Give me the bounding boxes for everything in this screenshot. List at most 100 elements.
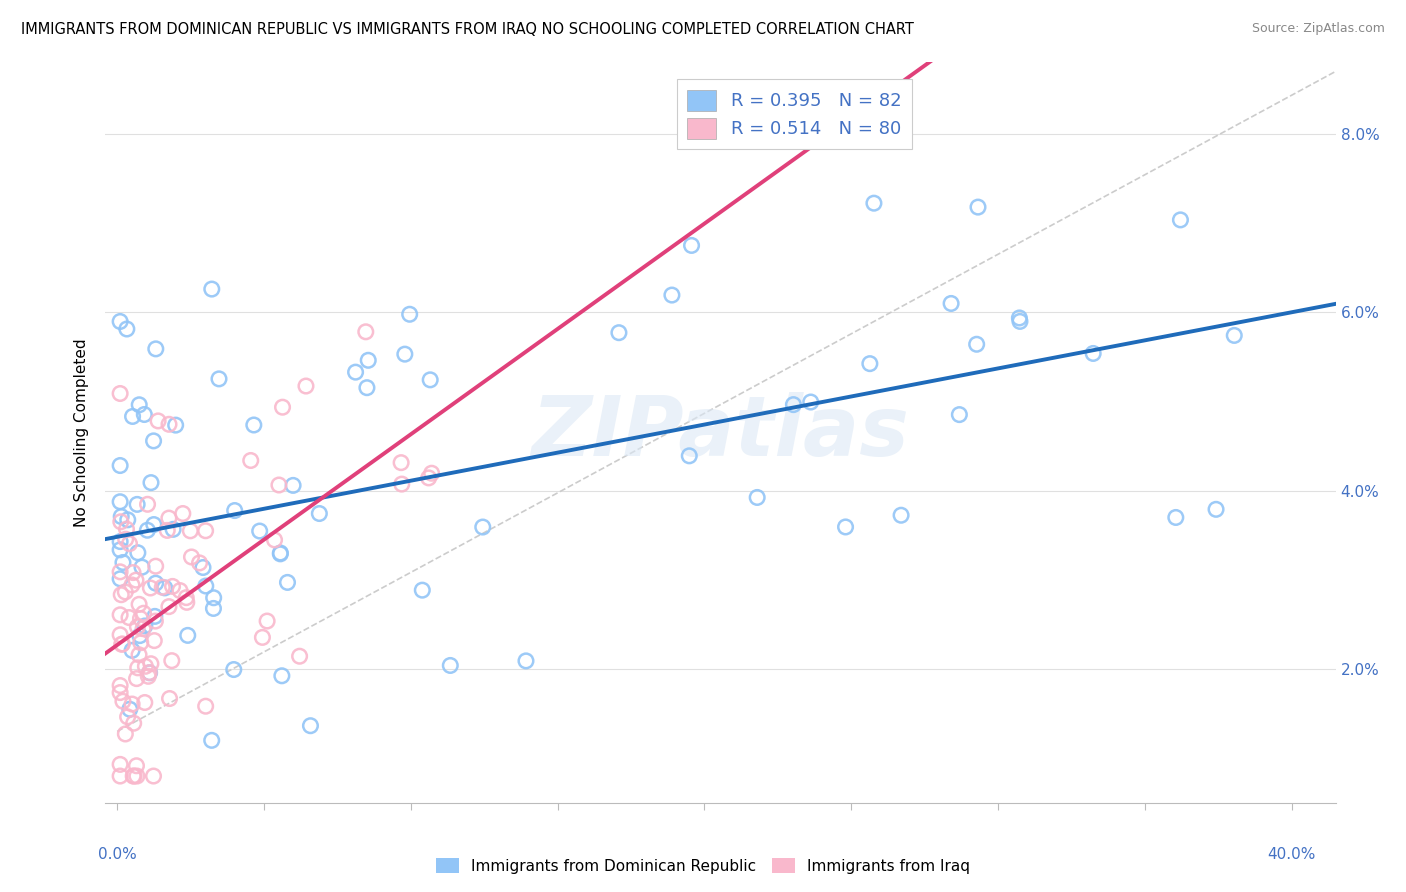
Point [118, 537, 141, 551]
Point [172, 507, 194, 521]
Point [114, 533, 136, 547]
Point [177, 628, 200, 642]
Point [747, 491, 769, 505]
Point [142, 517, 165, 532]
Point [249, 524, 271, 538]
Point [146, 414, 169, 428]
Point [356, 381, 378, 395]
Point [108, 494, 131, 508]
Point [128, 398, 150, 412]
Point [239, 453, 262, 467]
Point [157, 511, 180, 525]
Point [115, 322, 138, 336]
Point [834, 520, 856, 534]
Point [128, 597, 150, 611]
Point [117, 710, 139, 724]
Point [201, 733, 224, 747]
Point [1008, 314, 1031, 328]
Point [132, 606, 155, 620]
Point [389, 456, 412, 470]
Point [276, 575, 298, 590]
Point [122, 769, 145, 783]
Point [391, 477, 413, 491]
Point [188, 556, 211, 570]
Point [111, 637, 134, 651]
Point [111, 556, 134, 570]
Point [398, 307, 420, 321]
Point [121, 643, 143, 657]
Point [411, 583, 433, 598]
Point [271, 401, 294, 415]
Point [357, 353, 380, 368]
Point [108, 757, 131, 772]
Legend: Immigrants from Dominican Republic, Immigrants from Iraq: Immigrants from Dominican Republic, Immi… [430, 852, 976, 880]
Point [678, 449, 700, 463]
Point [145, 576, 167, 591]
Point [681, 238, 703, 252]
Point [224, 503, 246, 517]
Point [515, 654, 537, 668]
Point [1205, 502, 1227, 516]
Point [295, 379, 318, 393]
Point [108, 314, 131, 328]
Point [418, 471, 440, 485]
Point [108, 542, 131, 557]
Point [966, 337, 988, 351]
Point [194, 579, 217, 593]
Point [1008, 310, 1031, 325]
Point [138, 665, 160, 680]
Point [439, 658, 461, 673]
Point [419, 373, 441, 387]
Point [607, 326, 630, 340]
Point [127, 620, 149, 634]
Point [118, 702, 141, 716]
Point [948, 408, 970, 422]
Point [267, 478, 290, 492]
Point [127, 546, 149, 560]
Text: IMMIGRANTS FROM DOMINICAN REPUBLIC VS IMMIGRANTS FROM IRAQ NO SCHOOLING COMPLETE: IMMIGRANTS FROM DOMINICAN REPUBLIC VS IM… [21, 22, 914, 37]
Point [132, 622, 155, 636]
Point [288, 649, 311, 664]
Point [269, 547, 291, 561]
Point [354, 325, 377, 339]
Point [208, 372, 231, 386]
Point [252, 631, 274, 645]
Point [1164, 510, 1187, 524]
Point [145, 342, 167, 356]
Point [162, 522, 184, 536]
Point [263, 533, 285, 547]
Point [125, 672, 148, 686]
Point [174, 591, 197, 605]
Point [308, 507, 330, 521]
Point [180, 549, 202, 564]
Point [194, 699, 217, 714]
Point [128, 629, 150, 643]
Point [108, 685, 131, 699]
Point [1083, 346, 1105, 360]
Point [150, 580, 173, 594]
Point [136, 497, 159, 511]
Point [420, 467, 443, 481]
Point [270, 669, 292, 683]
Point [114, 727, 136, 741]
Point [118, 610, 141, 624]
Point [1223, 328, 1246, 343]
Point [139, 657, 162, 671]
Point [201, 282, 224, 296]
Point [160, 654, 183, 668]
Point [136, 669, 159, 683]
Point [110, 588, 132, 602]
Point [129, 611, 152, 625]
Point [139, 475, 162, 490]
Point [122, 566, 145, 580]
Point [344, 365, 367, 379]
Point [131, 560, 153, 574]
Point [115, 522, 138, 536]
Point [269, 546, 291, 560]
Point [108, 458, 131, 473]
Point [471, 520, 494, 534]
Point [108, 534, 131, 549]
Text: ZIPatlas: ZIPatlas [531, 392, 910, 473]
Point [110, 509, 132, 524]
Point [243, 417, 266, 432]
